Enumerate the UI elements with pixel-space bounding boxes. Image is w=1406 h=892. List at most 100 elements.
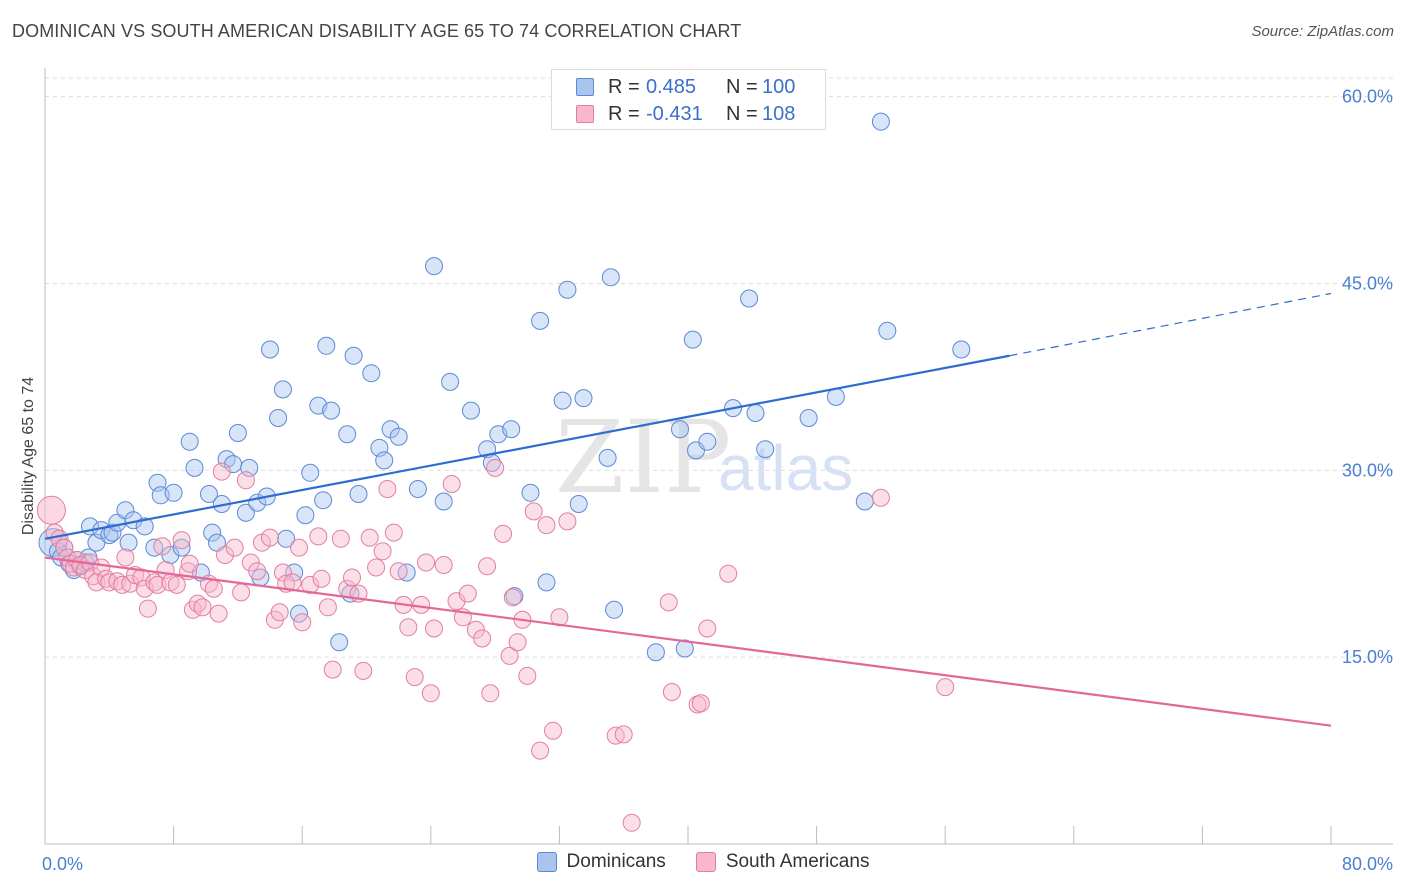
data-point (167, 575, 186, 594)
data-point (301, 463, 320, 482)
n-value: 100 (762, 75, 796, 98)
data-point (331, 529, 350, 548)
data-point (343, 568, 361, 587)
data-point (378, 480, 397, 498)
data-point (354, 661, 373, 680)
data-point (558, 280, 577, 299)
data-point (277, 529, 296, 548)
data-point (270, 603, 289, 622)
south-americans-points (36, 458, 955, 832)
data-point (119, 533, 138, 552)
n-label: N = (726, 75, 758, 98)
data-point (871, 488, 890, 507)
y-tick-label: 30.0% (1342, 460, 1393, 480)
data-point (36, 495, 66, 525)
data-point (502, 420, 521, 439)
data-point (441, 372, 460, 391)
data-point (434, 492, 453, 511)
r-label: R = (608, 75, 640, 98)
correlation-legend: R = 0.485 N = 100 R = -0.431 N = 108 (551, 69, 826, 130)
data-point (309, 527, 328, 546)
data-point (138, 599, 157, 618)
data-point (425, 619, 443, 638)
data-point (389, 562, 408, 581)
data-point (296, 506, 315, 525)
data-point (478, 557, 497, 576)
data-point (312, 569, 331, 588)
data-point (614, 725, 633, 744)
y-tick-label: 45.0% (1342, 274, 1393, 294)
r-label: R = (608, 102, 640, 125)
data-point (373, 542, 392, 561)
data-point (367, 558, 386, 577)
data-point (871, 112, 890, 131)
data-point (698, 432, 717, 451)
data-point (248, 562, 267, 581)
data-point (421, 684, 440, 703)
data-point (389, 427, 408, 446)
south-americans-swatch (695, 852, 716, 872)
data-point (200, 485, 218, 503)
data-point (318, 598, 337, 617)
data-point (405, 668, 424, 687)
legend-item-dominicans[interactable]: Dominicans (536, 851, 666, 873)
data-point (293, 613, 312, 632)
data-point (659, 593, 678, 612)
data-point (486, 458, 505, 477)
legend-label: South Americans (725, 851, 870, 872)
data-point (622, 813, 641, 832)
data-point (494, 524, 513, 543)
data-point (261, 340, 279, 359)
data-point (225, 538, 244, 557)
data-point (683, 330, 702, 349)
data-point (691, 694, 710, 713)
south-americans-trend-line (44, 556, 1332, 727)
data-point (216, 546, 234, 564)
data-point (447, 592, 466, 611)
r-value: -0.431 (646, 102, 703, 125)
data-point (204, 579, 223, 598)
data-point (232, 583, 251, 602)
data-point (180, 432, 199, 451)
data-point (338, 425, 357, 444)
data-point (317, 336, 336, 355)
data-point (301, 575, 320, 594)
data-point (537, 516, 556, 535)
y-axis-label: Disability Age 65 to 74 (20, 377, 37, 535)
data-point (500, 646, 519, 665)
data-point (601, 268, 620, 287)
dominicans-swatch (576, 78, 594, 96)
data-point (185, 458, 204, 477)
data-point (172, 531, 191, 550)
y-tick-labels: 15.0% 30.0% 45.0% 60.0% (1342, 87, 1393, 667)
data-point (740, 289, 759, 308)
data-point (936, 678, 955, 697)
data-point (698, 619, 717, 638)
data-point (544, 721, 562, 740)
data-point (103, 523, 122, 542)
data-point (481, 684, 500, 703)
data-point (425, 257, 443, 276)
axes (44, 68, 1393, 845)
data-point (209, 604, 228, 623)
data-point (524, 502, 543, 521)
data-point (121, 574, 140, 593)
legend-item-south-americans[interactable]: South Americans (695, 851, 870, 873)
data-point (553, 391, 572, 410)
data-point (273, 563, 292, 582)
series-legend: Dominicans South Americans (0, 851, 1406, 873)
watermark-zip: ZIP (555, 399, 731, 516)
x-tick-label: 80.0% (1342, 854, 1393, 874)
data-point (330, 633, 349, 652)
data-point (458, 584, 477, 603)
data-point (462, 401, 480, 420)
data-point (145, 573, 164, 592)
data-point (558, 512, 577, 531)
data-point (384, 523, 403, 542)
watermark-atlas: atlas (718, 432, 853, 504)
data-point (503, 588, 522, 607)
data-point (314, 491, 333, 510)
data-point (442, 475, 461, 493)
dominicans-trend-extension (1009, 292, 1332, 357)
